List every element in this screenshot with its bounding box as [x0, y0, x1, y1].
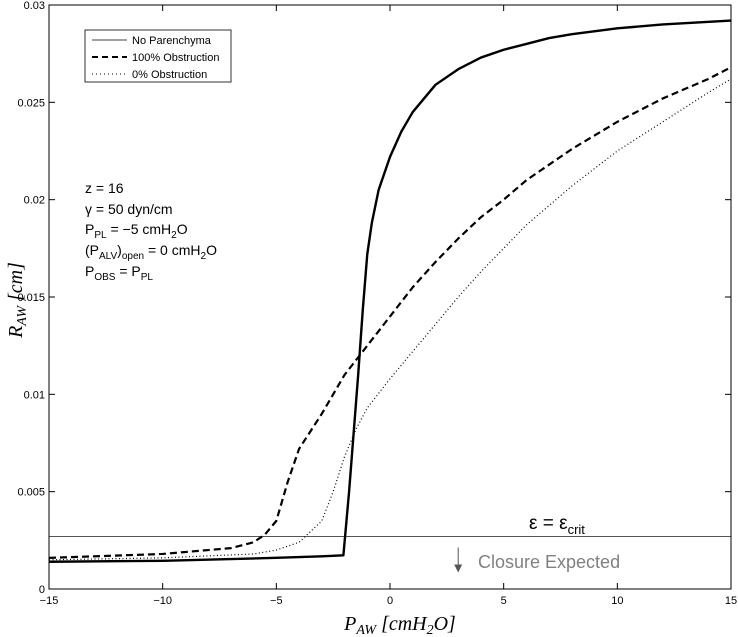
- y-tick-label: 0.025: [17, 97, 45, 109]
- x-tick-label: 0: [387, 595, 393, 607]
- x-tick-label: −5: [270, 595, 283, 607]
- x-tick-label: 5: [501, 595, 507, 607]
- x-tick-labels: −15 −10 −5 0 5 10 15: [40, 595, 737, 607]
- param-palv-open: (PALV)open = 0 cmH2O: [85, 242, 217, 262]
- y-tick-label: 0.015: [17, 292, 45, 304]
- param-ppl: PPL = −5 cmH2O: [85, 221, 188, 241]
- legend: No Parenchyma 100% Obstruction 0% Obstru…: [84, 29, 232, 83]
- parameter-block: z = 16 γ = 50 dyn/cm PPL = −5 cmH2O (PAL…: [85, 180, 217, 283]
- y-tick-label: 0: [39, 584, 45, 596]
- closure-annotation: Closure Expected: [454, 547, 620, 573]
- x-tick-label: 10: [611, 595, 623, 607]
- y-axis-title: RAW [cm]: [5, 262, 30, 339]
- legend-label-no-parenchyma: No Parenchyma: [132, 35, 212, 47]
- y-tick-label: 0.005: [17, 487, 45, 499]
- legend-label-0-obstruction: 0% Obstruction: [132, 69, 207, 81]
- x-tick-label: 15: [725, 595, 737, 607]
- param-z: z = 16: [85, 180, 124, 196]
- x-tick-label: −10: [153, 595, 172, 607]
- series-line-no-parenchyma: [48, 19, 732, 563]
- x-axis-title: PAW [cmH2O]: [343, 613, 456, 637]
- y-tick-label: 0.02: [24, 195, 45, 207]
- y-tick-labels: 0 0.005 0.01 0.015 0.02 0.025 0.03: [17, 0, 45, 596]
- param-gamma: γ = 50 dyn/cm: [85, 201, 173, 217]
- series-lines: [48, 19, 732, 563]
- legend-box: [84, 29, 232, 83]
- series-line-100-obstruction: [48, 66, 732, 559]
- closure-expected-label: Closure Expected: [478, 552, 620, 572]
- legend-label-100-obstruction: 100% Obstruction: [132, 52, 219, 64]
- y-tick-label: 0.03: [24, 0, 45, 12]
- x-tick-label: −15: [40, 595, 59, 607]
- arrow-down-icon: [454, 564, 463, 573]
- plot-area: [49, 5, 731, 589]
- plot-frame: [48, 4, 732, 590]
- y-tick-label: 0.01: [24, 389, 45, 401]
